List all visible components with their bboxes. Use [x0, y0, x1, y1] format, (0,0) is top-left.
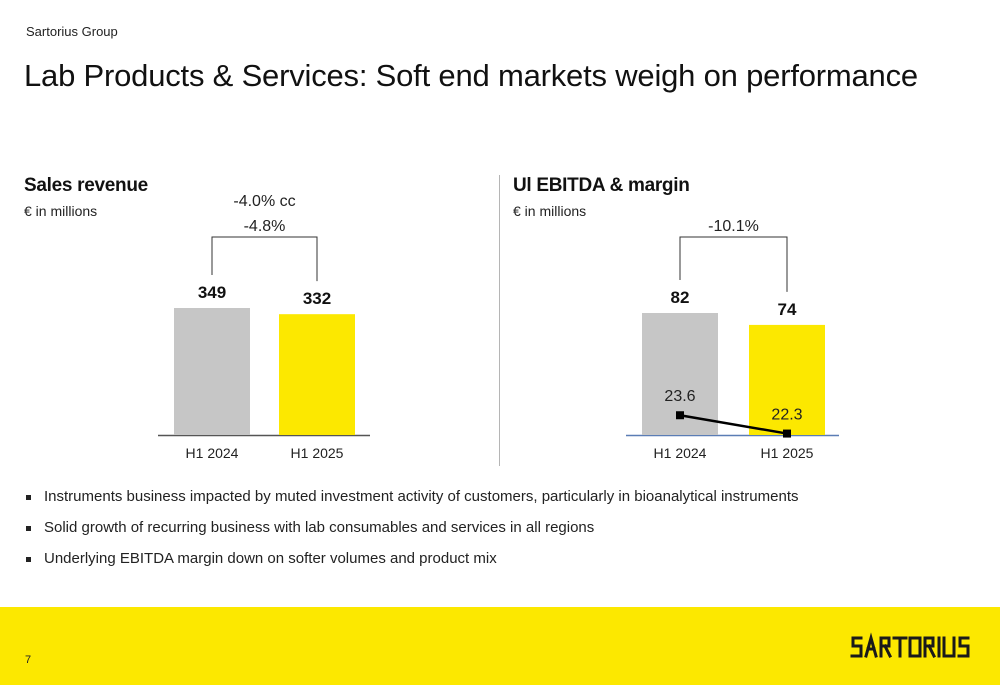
x-tick-label: H1 2024: [654, 445, 707, 461]
margin-value-label: 23.6: [664, 388, 695, 405]
bullet-square-icon: [26, 495, 31, 500]
bar-value-label: 332: [303, 289, 331, 308]
bullet-text: Solid growth of recurring business with …: [44, 519, 595, 536]
margin-value-label: 22.3: [771, 407, 802, 424]
bullet-text: Underlying EBITDA margin down on softer …: [44, 550, 497, 567]
bullet-item: Solid growth of recurring business with …: [26, 517, 798, 548]
ebitda-chart-plot: 82 H1 2024 74 H1 2025 -10.1% 23.6 22.3: [626, 218, 839, 461]
ebitda-chart-title: Ul EBITDA & margin: [513, 175, 690, 196]
margin-marker: [676, 411, 684, 420]
chart-divider: [499, 175, 500, 466]
bar-value-label: 349: [198, 283, 226, 302]
change-label: -4.0% cc: [233, 193, 295, 210]
bullet-item: Underlying EBITDA margin down on softer …: [26, 548, 798, 579]
group-label: Sartorius Group: [26, 24, 118, 39]
bullet-text: Instruments business impacted by muted i…: [44, 488, 799, 505]
footer-band: 7: [0, 607, 1000, 685]
sales-chart-title: Sales revenue: [24, 175, 148, 196]
sartorius-logo: [850, 632, 970, 659]
change-bracket: [679, 236, 788, 292]
change-label: -10.1%: [708, 218, 759, 235]
page-number: 7: [25, 654, 32, 666]
x-tick-label: H1 2025: [761, 445, 814, 461]
change-label: -4.8%: [244, 218, 286, 235]
bullet-square-icon: [26, 557, 31, 562]
bullet-item: Instruments business impacted by muted i…: [26, 486, 798, 517]
x-tick-label: H1 2025: [291, 445, 344, 461]
bar-h1-2024: [174, 308, 250, 435]
ebitda-chart: Ul EBITDA & margin € in millions 82 H1 20…: [490, 170, 950, 470]
bar-h1-2025: [749, 324, 825, 435]
change-bracket: [211, 236, 318, 282]
ebitda-chart-unit: € in millions: [513, 203, 587, 219]
bar-value-label: 82: [671, 288, 690, 307]
sales-chart-unit: € in millions: [24, 203, 98, 219]
sales-revenue-chart: Sales revenue € in millions 349 H1 2024 33…: [0, 170, 460, 470]
margin-series-line: [679, 414, 788, 435]
sales-chart-plot: 349 H1 2024 332 H1 2025 -4.0% cc -4.8%: [158, 193, 370, 461]
key-points-list: Instruments business impacted by muted i…: [26, 486, 798, 579]
bar-h1-2025: [279, 314, 355, 435]
x-tick-label: H1 2024: [186, 445, 239, 461]
bullet-square-icon: [26, 526, 31, 531]
bar-value-label: 74: [778, 300, 797, 319]
slide-title: Lab Products & Services: Soft end market…: [24, 58, 918, 93]
margin-marker: [783, 429, 791, 438]
